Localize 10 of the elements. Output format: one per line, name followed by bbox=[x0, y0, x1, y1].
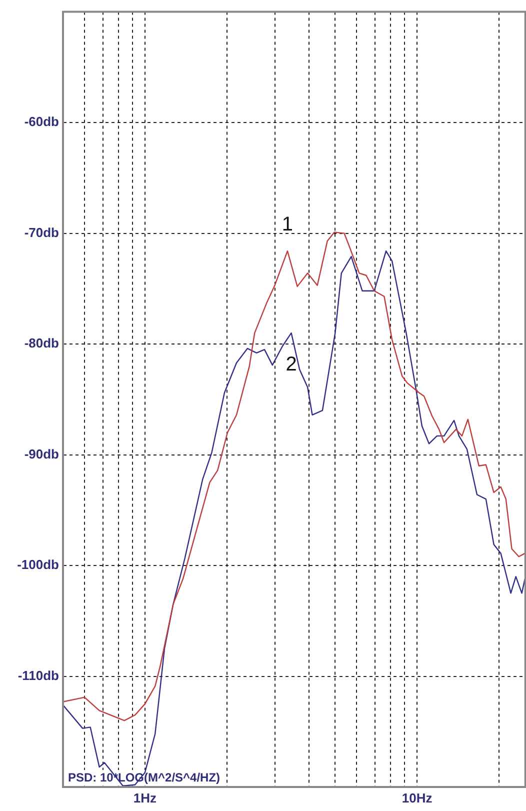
y-tick-label: -60db bbox=[24, 114, 60, 130]
x-tick-label: 10Hz bbox=[402, 790, 433, 806]
x-tick-label: 1Hz bbox=[133, 790, 157, 806]
series-label: 1 bbox=[282, 214, 294, 236]
y-tick-label: -110db bbox=[18, 668, 60, 683]
y-tick-label: -80db bbox=[24, 336, 60, 351]
y-tick-label: -70db bbox=[24, 224, 60, 240]
y-tick-label: -100db bbox=[17, 557, 60, 572]
series-label: 2 bbox=[286, 353, 297, 376]
y-tick-label: -90db bbox=[24, 446, 60, 462]
